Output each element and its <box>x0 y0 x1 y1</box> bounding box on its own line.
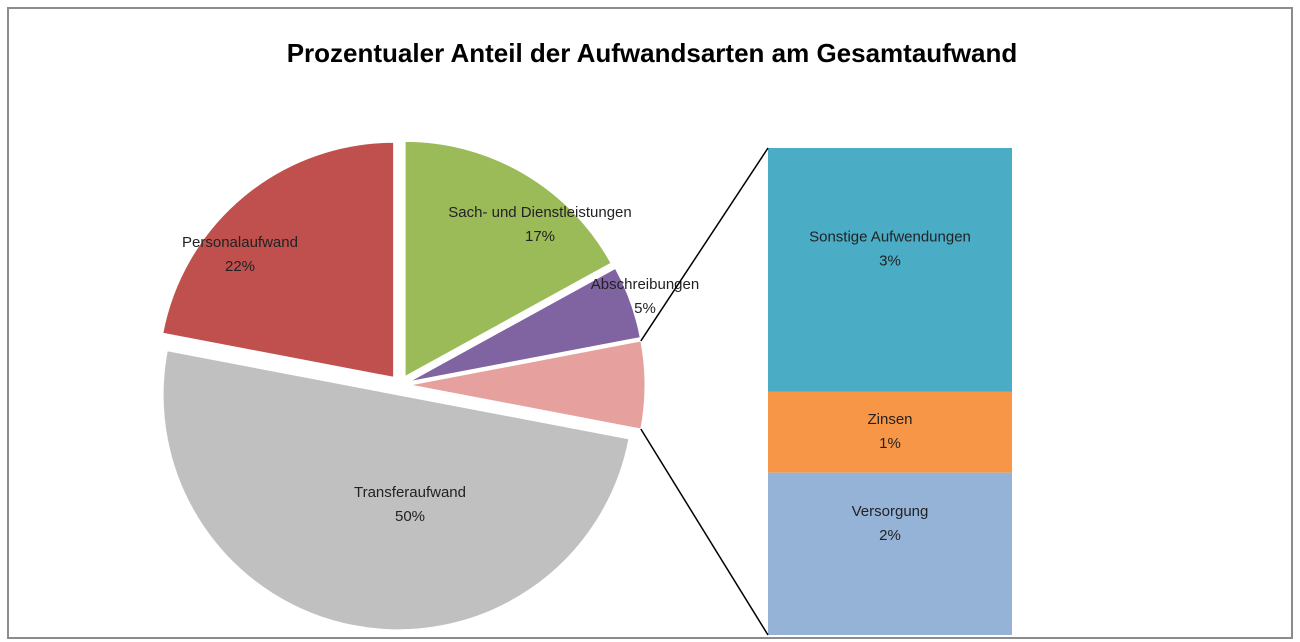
pie-slice <box>162 350 630 631</box>
connector-line <box>640 147 769 342</box>
bar-label: Sonstige Aufwendungen <box>809 229 971 246</box>
pie-slice <box>162 141 395 378</box>
bar-label: Zinsen <box>867 411 912 428</box>
bar-value-label: 3% <box>879 253 901 270</box>
bar-value-label: 1% <box>879 435 901 452</box>
bar-label: Versorgung <box>852 503 929 520</box>
slice-label: Sach- und Dienstleistungen <box>448 204 631 221</box>
pie-slice <box>404 140 612 378</box>
bar-segment <box>768 472 1012 635</box>
pie-slice-other <box>409 340 646 430</box>
slice-label: Personalaufwand <box>182 234 298 251</box>
bar-segment <box>768 148 1012 392</box>
pie-slice <box>409 267 641 383</box>
slice-value-label: 22% <box>225 258 255 275</box>
connector-line <box>640 428 769 636</box>
slice-label: Abschreibungen <box>591 276 699 293</box>
slice-label: Transferaufwand <box>354 484 466 501</box>
slice-value-label: 50% <box>395 508 425 525</box>
slice-value-label: 17% <box>525 228 555 245</box>
slice-value-label: 5% <box>634 300 656 317</box>
bar-segment <box>768 391 1012 473</box>
chart-title: Prozentualer Anteil der Aufwandsarten am… <box>287 38 1018 68</box>
bar-value-label: 2% <box>879 527 901 544</box>
